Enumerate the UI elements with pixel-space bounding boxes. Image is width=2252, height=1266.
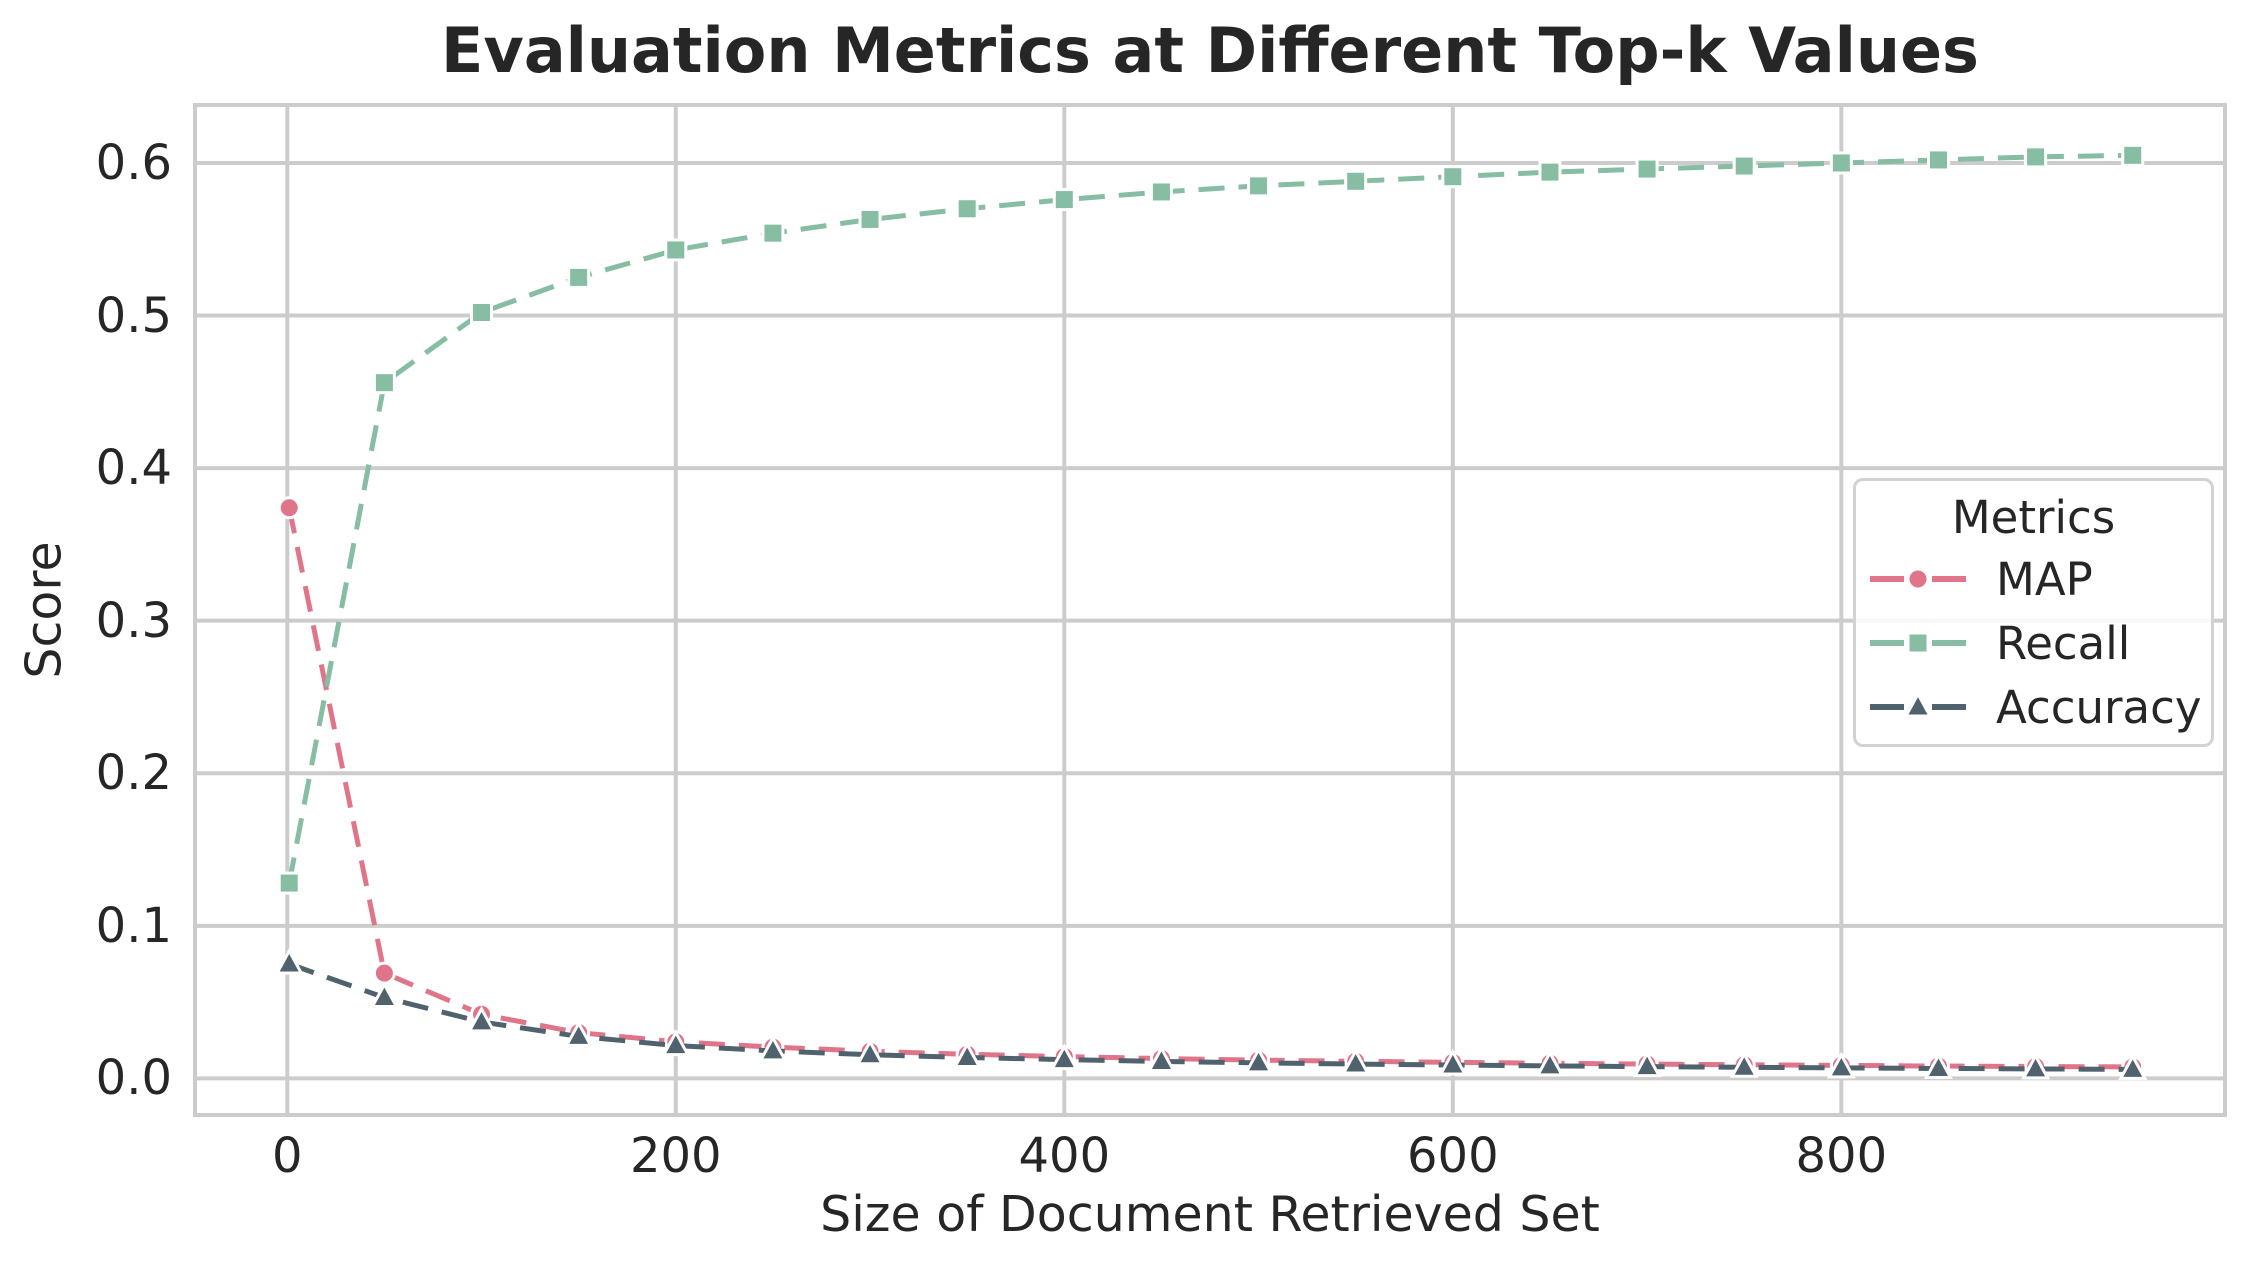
accuracy-line-sample-icon: [1870, 690, 1966, 718]
x-tick-label: 600: [1407, 1128, 1499, 1184]
triangle-marker: [467, 1005, 497, 1033]
x-tick-label: 0: [271, 1128, 303, 1184]
x-tick-label: 400: [1018, 1128, 1111, 1184]
square-marker: [1149, 180, 1173, 204]
triangle-marker: [1341, 1047, 1371, 1075]
square-marker: [761, 221, 785, 245]
square-marker: [1052, 188, 1076, 212]
square-marker: [1441, 165, 1465, 189]
square-marker: [567, 265, 591, 289]
triangle-marker: [1535, 1049, 1565, 1077]
recall-line-sample-icon: [1870, 631, 1966, 655]
square-marker: [372, 371, 396, 395]
triangle-marker: [1438, 1048, 1468, 1076]
y-tick-label: 0.5: [95, 287, 172, 344]
square-marker: [2121, 143, 2145, 167]
legend-item-accuracy: Accuracy: [1856, 675, 2211, 739]
square-marker: [1635, 157, 1659, 181]
legend-title: Metrics: [1951, 491, 2116, 544]
recall-line: [286, 152, 2133, 884]
triangle-marker: [855, 1038, 885, 1066]
triangle-marker: [1923, 1052, 1953, 1079]
square-marker: [1732, 154, 1756, 178]
legend: Metrics MAP Recall Accuracy: [1853, 478, 2214, 747]
triangle-marker: [1729, 1051, 1759, 1078]
triangle-marker: [952, 1041, 982, 1068]
map-line-sample-icon: [1870, 567, 1966, 591]
triangle-marker: [2118, 1053, 2148, 1080]
triangle-marker: [1244, 1046, 1274, 1074]
x-tick-label: 200: [629, 1128, 722, 1184]
y-tick-label: 0.1: [95, 897, 172, 954]
triangle-marker: [1826, 1051, 1856, 1079]
square-marker: [858, 207, 882, 231]
square-marker: [1906, 631, 1930, 655]
y-tick-label: 0.0: [95, 1050, 172, 1107]
square-marker: [2024, 145, 2048, 169]
circle-marker: [277, 496, 301, 520]
legend-item-recall: Recall: [1856, 611, 2211, 675]
triangle-marker: [1049, 1043, 1079, 1071]
triangle-marker: [758, 1034, 788, 1062]
y-tick-label: 0.3: [95, 592, 172, 649]
triangle-marker: [1903, 690, 1933, 718]
triangle-marker: [2021, 1052, 2051, 1080]
y-tick-label: 0.4: [95, 440, 172, 497]
x-axis-label: Size of Document Retrieved Set: [820, 1186, 1600, 1243]
circle-marker: [372, 961, 396, 985]
square-marker: [1538, 160, 1562, 184]
triangle-marker: [564, 1020, 594, 1047]
triangle-marker: [369, 981, 399, 1009]
map-line: [286, 507, 2133, 1070]
legend-label: MAP: [1996, 552, 2093, 606]
circle-marker: [1906, 567, 1930, 591]
axes-spines: [193, 103, 2227, 1117]
triangle-marker: [1146, 1045, 1176, 1072]
triangle-marker: [661, 1029, 691, 1057]
square-marker: [955, 197, 979, 221]
legend-label: Recall: [1996, 616, 2131, 670]
square-marker: [470, 300, 494, 324]
x-tick-label: 800: [1795, 1128, 1888, 1184]
square-marker: [1247, 174, 1271, 198]
square-marker: [1829, 151, 1853, 175]
y-tick-label: 0.6: [95, 134, 172, 191]
triangle-marker: [274, 947, 304, 975]
square-marker: [664, 238, 688, 262]
accuracy-line: [288, 961, 2133, 1072]
triangle-marker: [1632, 1050, 1662, 1078]
legend-label: Accuracy: [1996, 680, 2202, 734]
square-marker: [277, 871, 301, 895]
legend-item-map: MAP: [1856, 547, 2211, 611]
y-tick-label: 0.2: [95, 745, 172, 802]
square-marker: [1926, 148, 1950, 172]
chart-title: Evaluation Metrics at Different Top-k Va…: [441, 14, 1979, 87]
square-marker: [1344, 169, 1368, 193]
